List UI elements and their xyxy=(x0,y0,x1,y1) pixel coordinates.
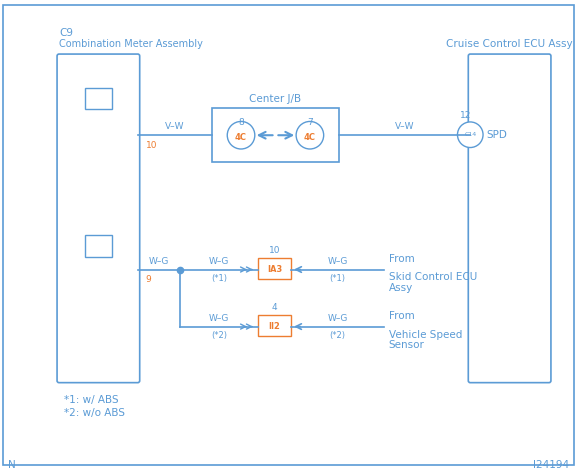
Text: W–G: W–G xyxy=(209,314,229,323)
Bar xyxy=(258,258,291,279)
Text: I24194: I24194 xyxy=(533,460,568,470)
Text: Combination Meter Assembly: Combination Meter Assembly xyxy=(59,39,203,49)
Text: Vehicle Speed: Vehicle Speed xyxy=(389,329,462,339)
Text: SPD: SPD xyxy=(486,130,507,140)
FancyBboxPatch shape xyxy=(57,54,139,383)
Text: Sensor: Sensor xyxy=(389,340,424,350)
Text: (*2): (*2) xyxy=(329,331,345,340)
Text: 12: 12 xyxy=(459,111,471,120)
Text: From: From xyxy=(389,254,414,264)
Text: From: From xyxy=(389,310,414,321)
Text: V–W: V–W xyxy=(165,122,185,131)
Text: Assy: Assy xyxy=(389,283,413,293)
Circle shape xyxy=(227,121,255,149)
Circle shape xyxy=(458,122,483,147)
Text: 4C: 4C xyxy=(235,133,247,142)
Text: W–G: W–G xyxy=(327,314,347,323)
Text: W–G: W–G xyxy=(209,256,229,265)
Bar xyxy=(84,88,112,109)
Text: 10: 10 xyxy=(269,246,280,255)
Text: N: N xyxy=(8,460,16,470)
Text: Skid Control ECU: Skid Control ECU xyxy=(389,273,477,283)
Bar xyxy=(258,315,291,337)
Text: 10: 10 xyxy=(145,141,157,150)
Text: V–W: V–W xyxy=(395,122,414,131)
FancyBboxPatch shape xyxy=(468,54,551,383)
Text: C14: C14 xyxy=(464,132,476,137)
Text: 7: 7 xyxy=(307,118,313,127)
Text: Center J/B: Center J/B xyxy=(250,94,302,104)
Text: IA3: IA3 xyxy=(267,265,282,274)
Text: 4C: 4C xyxy=(304,133,316,142)
Text: W–G: W–G xyxy=(327,256,347,265)
Text: C9: C9 xyxy=(59,28,73,38)
Text: (*1): (*1) xyxy=(329,274,345,283)
Text: 4: 4 xyxy=(272,303,277,312)
Text: *1: w/ ABS: *1: w/ ABS xyxy=(64,395,118,405)
Text: II2: II2 xyxy=(268,322,281,331)
Text: 9: 9 xyxy=(145,275,151,284)
Text: 8: 8 xyxy=(238,118,244,127)
Text: W–G: W–G xyxy=(149,256,169,265)
Text: Cruise Control ECU Assy: Cruise Control ECU Assy xyxy=(447,39,573,49)
Bar xyxy=(84,235,112,257)
Bar xyxy=(212,108,339,162)
Circle shape xyxy=(296,121,323,149)
Text: (*1): (*1) xyxy=(211,274,227,283)
Text: (*2): (*2) xyxy=(211,331,227,340)
Text: *2: w/o ABS: *2: w/o ABS xyxy=(64,408,125,418)
